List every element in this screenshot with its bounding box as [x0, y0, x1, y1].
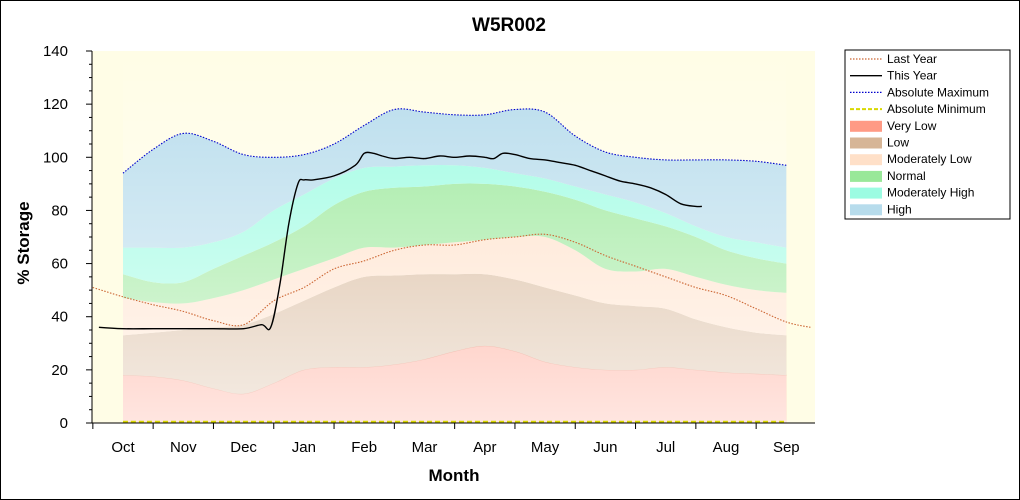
- y-tick-label: 40: [51, 309, 68, 326]
- y-tick-label: 60: [51, 256, 68, 273]
- legend-swatch: [850, 187, 882, 199]
- legend-swatch: [850, 170, 882, 182]
- series-absolute-maximum: [122, 108, 787, 174]
- legend-label: Absolute Maximum: [887, 85, 989, 99]
- legend-label: Moderately High: [887, 186, 974, 200]
- x-tick-label: Jan: [292, 439, 316, 456]
- legend-item: Last Year: [850, 52, 937, 66]
- x-tick-label: Mar: [412, 439, 438, 456]
- legend-swatch: [850, 137, 882, 149]
- y-tick-label: 140: [43, 43, 68, 60]
- legend-label: Moderately Low: [887, 152, 972, 166]
- legend-item: Very Low: [850, 119, 937, 133]
- band-fade-overlay: [123, 51, 787, 423]
- y-tick-label: 120: [43, 96, 68, 113]
- legend-label: High: [887, 202, 912, 216]
- legend: Last Year This Year Absolute Maximum Absolu…: [844, 49, 1011, 220]
- y-tick-label: 100: [43, 149, 68, 166]
- series-this-year: [98, 151, 702, 331]
- legend-item: Absolute Minimum: [850, 102, 986, 116]
- legend-label: This Year: [887, 69, 937, 83]
- legend-item: Moderately High: [850, 186, 974, 200]
- legend-label: Normal: [887, 169, 926, 183]
- x-tick-label: Feb: [351, 439, 377, 456]
- legend-item: Normal: [850, 169, 926, 183]
- legend-item: Low: [850, 136, 909, 150]
- x-tick-label: Dec: [230, 439, 257, 456]
- legend-item: High: [850, 202, 912, 216]
- legend-label: Low: [887, 136, 909, 150]
- legend-item: This Year: [850, 69, 937, 83]
- legend-swatch: [850, 154, 882, 166]
- legend-item: Moderately Low: [850, 152, 972, 166]
- legend-swatch: [850, 204, 882, 216]
- legend-label: Absolute Minimum: [887, 102, 986, 116]
- y-tick-label: 20: [51, 362, 68, 379]
- legend-swatch: [850, 120, 882, 132]
- x-tick-label: Apr: [473, 439, 496, 456]
- x-tick-label: Sep: [773, 439, 800, 456]
- x-tick-label: Jun: [593, 439, 617, 456]
- x-tick-label: Aug: [713, 439, 740, 456]
- legend-item: Absolute Maximum: [850, 85, 989, 99]
- x-axis-label: Month: [429, 466, 480, 485]
- series-last-year: [92, 233, 811, 328]
- axes-layer: 0 20 40 60 80 100 120 140 Oct Nov Dec Jan Feb Mar Apr M…: [43, 43, 815, 456]
- x-tick-label: Jul: [656, 439, 675, 456]
- x-tick-label: Oct: [111, 439, 135, 456]
- chart-title: W5R002: [472, 15, 546, 36]
- x-tick-label: Nov: [170, 439, 197, 456]
- legend-label: Very Low: [887, 119, 937, 133]
- y-tick-label: 0: [60, 415, 68, 432]
- y-tick-label: 80: [51, 202, 68, 219]
- y-axis-label: % Storage: [14, 201, 33, 284]
- x-tick-label: May: [531, 439, 560, 456]
- series-layer: [92, 108, 811, 423]
- legend-label: Last Year: [887, 52, 937, 66]
